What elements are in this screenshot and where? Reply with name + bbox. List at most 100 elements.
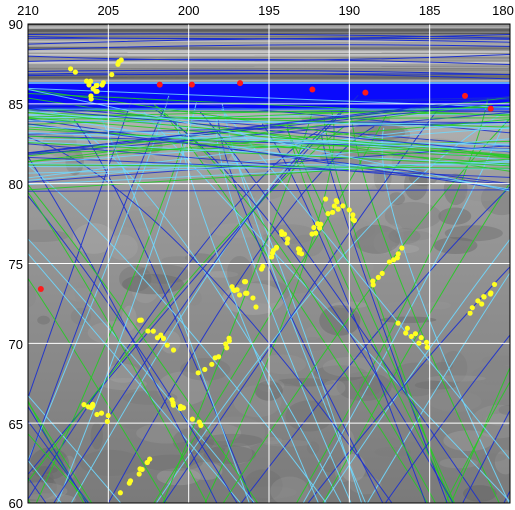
yellow-point <box>250 295 256 301</box>
terrain-patch <box>119 265 152 292</box>
yellow-point <box>404 325 410 331</box>
terrain-patch <box>188 462 223 481</box>
yellow-point <box>195 370 201 376</box>
terrain-patch <box>159 330 181 354</box>
yellow-point <box>309 231 315 237</box>
orbit-track <box>351 118 500 503</box>
terrain-patch <box>361 371 374 382</box>
red-point <box>362 89 369 96</box>
terrain-patch <box>66 287 98 302</box>
y-tick-75: 75 <box>9 257 23 272</box>
red-point <box>462 92 469 99</box>
yellow-point <box>469 305 475 311</box>
terrain-patch <box>319 305 361 336</box>
terrain-patch <box>72 223 115 254</box>
yellow-point <box>253 304 259 310</box>
red-point <box>156 81 163 88</box>
yellow-point <box>105 412 111 419</box>
orbit-track <box>28 401 93 503</box>
terrain-patch <box>429 390 482 413</box>
yellow-point <box>117 490 123 496</box>
yellow-point <box>424 344 430 350</box>
yellow-point <box>81 402 87 408</box>
red-point <box>237 80 244 87</box>
terrain-patch <box>74 282 89 305</box>
orbit-track <box>98 114 250 503</box>
terrain-patch <box>309 180 337 212</box>
orbit-track <box>28 136 393 503</box>
terrain-patch <box>28 229 69 243</box>
yellow-point <box>351 217 357 224</box>
yellow-point <box>209 361 215 367</box>
yellow-point <box>379 270 385 276</box>
y-tick-85: 85 <box>9 97 23 112</box>
yellow-point <box>72 69 78 75</box>
red-point <box>188 81 195 88</box>
terrain-patch <box>494 449 510 475</box>
yellow-point <box>177 405 184 412</box>
yellow-point <box>147 456 153 462</box>
yellow-point <box>158 332 164 338</box>
x-tick-185: 185 <box>419 3 441 18</box>
red-point <box>37 286 44 293</box>
yellow-point <box>295 246 302 252</box>
terrain-patch <box>384 201 442 230</box>
yellow-point <box>318 221 324 227</box>
yellow-point <box>109 71 115 78</box>
terrain-patch <box>481 453 507 462</box>
terrain-patch <box>243 469 283 501</box>
yellow-point <box>370 278 376 284</box>
terrain-patch <box>262 224 317 244</box>
yellow-point <box>234 287 240 293</box>
yellow-point <box>370 282 376 288</box>
x-tick-190: 190 <box>338 3 360 18</box>
yellow-point <box>475 298 481 304</box>
terrain-patch <box>270 476 310 503</box>
terrain-patch <box>203 271 239 278</box>
yellow-point <box>170 402 176 408</box>
yellow-point <box>412 331 419 337</box>
yellow-point <box>403 330 409 336</box>
yellow-point <box>170 347 177 353</box>
x-tick-180: 180 <box>492 3 514 18</box>
yellow-point <box>284 240 290 246</box>
yellow-point <box>331 203 337 209</box>
orbit-track <box>307 266 510 503</box>
terrain-patch <box>28 473 57 502</box>
terrain-patch <box>340 453 366 482</box>
y-tick-90: 90 <box>9 17 23 32</box>
yellow-point <box>269 254 275 260</box>
orbit-track <box>28 155 218 503</box>
yellow-point <box>316 225 323 231</box>
terrain-patch <box>444 225 503 242</box>
yellow-point <box>346 207 352 213</box>
terrain-patch <box>464 189 502 202</box>
yellow-point <box>395 320 401 326</box>
terrain-patch <box>249 189 262 196</box>
orbit-track <box>322 181 510 503</box>
terrain-patch <box>28 482 68 500</box>
yellow-point <box>136 471 142 477</box>
terrain-patch <box>271 279 319 294</box>
yellow-point <box>408 333 414 340</box>
orbit-track <box>28 183 259 503</box>
terrain-patch <box>101 377 148 391</box>
orbit-track <box>218 120 384 503</box>
terrain-patch <box>203 445 256 464</box>
yellow-point <box>491 281 498 288</box>
yellow-observation-points <box>67 57 498 496</box>
yellow-point <box>335 206 341 212</box>
yellow-point <box>296 250 302 256</box>
yellow-point <box>423 339 430 346</box>
yellow-point <box>285 236 291 242</box>
red-observation-points <box>37 80 494 293</box>
terrain-patch <box>439 457 479 469</box>
terrain-patch <box>184 253 214 263</box>
yellow-point <box>242 290 249 296</box>
x-tick-200: 200 <box>178 3 200 18</box>
terrain-patch <box>70 307 92 325</box>
yellow-point <box>169 397 175 403</box>
yellow-point <box>94 82 100 88</box>
